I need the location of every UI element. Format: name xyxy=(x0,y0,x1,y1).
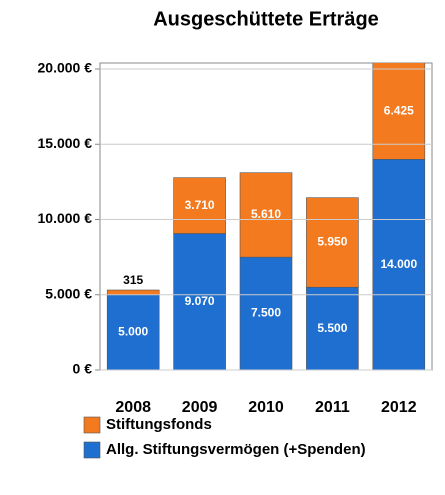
data-label: 5.950 xyxy=(317,235,347,249)
bar-segment xyxy=(173,177,226,234)
x-tick-label: 2010 xyxy=(248,399,284,416)
x-tick-label: 2011 xyxy=(315,399,350,416)
y-tick-label: 0 € xyxy=(73,361,93,377)
data-label: 3.710 xyxy=(185,198,215,212)
y-tick-label: 15.000 € xyxy=(38,135,93,151)
bar-segment xyxy=(306,197,359,288)
data-label: 14.000 xyxy=(380,257,417,271)
legend-swatch xyxy=(83,441,101,459)
y-tick-label: 10.000 € xyxy=(38,210,93,226)
data-label: 315 xyxy=(123,273,143,287)
legend-label: Stiftungsfonds xyxy=(106,416,212,433)
bar-segment xyxy=(372,159,426,371)
data-label: 7.500 xyxy=(251,306,281,320)
bar-segment xyxy=(106,289,160,296)
x-tick-label: 2008 xyxy=(115,399,151,416)
chart-title: Ausgeschüttete Erträge xyxy=(153,8,379,30)
data-label: 5.610 xyxy=(251,207,281,221)
data-label: 9.070 xyxy=(185,294,215,308)
x-tick-label: 2012 xyxy=(381,399,417,416)
data-label: 5.500 xyxy=(317,321,347,335)
bar-segment xyxy=(239,172,293,258)
data-label: 6.425 xyxy=(384,103,414,117)
legend-swatch xyxy=(83,416,101,434)
data-label: 5.000 xyxy=(118,325,148,339)
bar-segment xyxy=(239,256,293,371)
legend-label: Allg. Stiftungsvermögen (+Spenden) xyxy=(106,441,366,458)
y-tick-label: 5.000 € xyxy=(45,285,92,301)
bars xyxy=(106,63,426,371)
bar-segment xyxy=(372,63,426,160)
y-tick-label: 20.000 € xyxy=(38,60,93,76)
x-tick-label: 2009 xyxy=(182,399,218,416)
